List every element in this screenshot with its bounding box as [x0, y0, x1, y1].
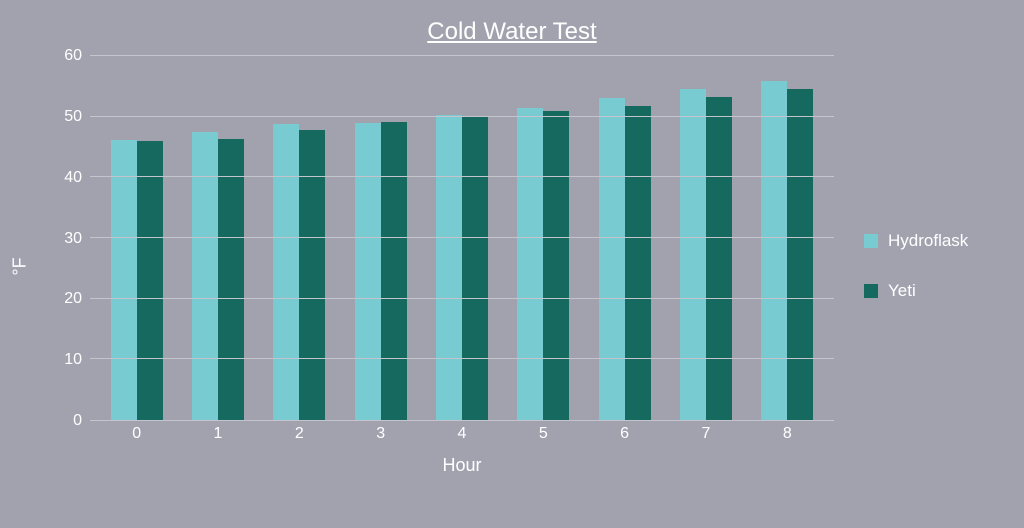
y-tick-label: 0: [73, 412, 82, 430]
bar: [706, 97, 732, 420]
legend-label: Yeti: [888, 281, 916, 301]
y-tick-label: 60: [64, 47, 82, 65]
gridline: [90, 55, 834, 56]
bar: [273, 124, 299, 420]
bar-group: [177, 56, 258, 420]
bar: [299, 130, 325, 420]
bar: [111, 140, 137, 420]
y-axis-label: °F: [9, 257, 30, 275]
bar: [137, 141, 163, 420]
bars-layer: [90, 56, 834, 420]
x-tick-label: 2: [259, 425, 340, 451]
bar: [381, 122, 407, 420]
bar: [355, 123, 381, 420]
x-tick-label: 6: [584, 425, 665, 451]
x-tick-label: 4: [421, 425, 502, 451]
gridline: [90, 298, 834, 299]
legend-swatch: [864, 284, 878, 298]
x-tick-label: 3: [340, 425, 421, 451]
bar: [218, 139, 244, 420]
bar: [787, 89, 813, 420]
gridline: [90, 116, 834, 117]
gridline: [90, 176, 834, 177]
bar-group: [96, 56, 177, 420]
x-ticks-spacer: [40, 421, 90, 451]
gridline: [90, 237, 834, 238]
legend: Hydroflask Yeti: [844, 56, 1024, 476]
gridline: [90, 358, 834, 359]
x-tick-label: 8: [747, 425, 828, 451]
chart-body: °F 0102030405060 012345678 Hour Hydrofla…: [0, 56, 1024, 476]
x-tick-label: 5: [503, 425, 584, 451]
chart-title: Cold Water Test: [0, 18, 1024, 46]
bar: [517, 108, 543, 420]
x-tick-label: 1: [177, 425, 258, 451]
bar: [543, 111, 569, 420]
y-tick-label: 50: [64, 108, 82, 126]
y-tick-label: 10: [64, 351, 82, 369]
bar: [192, 132, 218, 420]
bar: [462, 117, 488, 420]
legend-swatch: [864, 234, 878, 248]
x-tick-label: 7: [665, 425, 746, 451]
plot-column: 0102030405060 012345678 Hour: [40, 56, 844, 476]
y-axis-ticks: 0102030405060: [40, 56, 90, 421]
y-tick-label: 30: [64, 230, 82, 248]
bar-group: [259, 56, 340, 420]
bar: [436, 115, 462, 420]
x-axis-ticks-row: 012345678: [40, 421, 834, 451]
y-axis-label-wrap: °F: [0, 56, 40, 476]
y-tick-label: 20: [64, 290, 82, 308]
plot-area: [90, 56, 834, 421]
y-tick-label: 40: [64, 169, 82, 187]
x-axis-ticks: 012345678: [90, 421, 834, 451]
bar-group: [421, 56, 502, 420]
legend-item: Hydroflask: [864, 231, 1024, 251]
bar-group: [340, 56, 421, 420]
x-tick-label: 0: [96, 425, 177, 451]
bar-group: [503, 56, 584, 420]
bar: [625, 106, 651, 420]
legend-label: Hydroflask: [888, 231, 968, 251]
legend-item: Yeti: [864, 281, 1024, 301]
bar: [599, 98, 625, 420]
chart-container: Cold Water Test °F 0102030405060 0123456…: [0, 0, 1024, 528]
plot-row: 0102030405060: [40, 56, 834, 421]
bar-group: [665, 56, 746, 420]
bar-group: [584, 56, 665, 420]
x-axis-label: Hour: [40, 455, 834, 476]
bar-group: [747, 56, 828, 420]
bar: [680, 89, 706, 420]
bar: [761, 81, 787, 420]
